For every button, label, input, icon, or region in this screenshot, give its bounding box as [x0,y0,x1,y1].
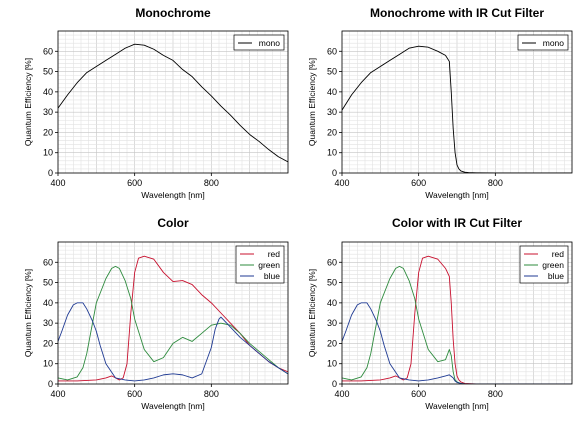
y-tick-label: 10 [43,148,53,158]
chart-panel-4: Color with IR Cut Filter 400 600 800 0 10 20 30… [307,216,573,411]
y-tick-label: 30 [327,107,337,117]
y-tick-label: 10 [327,148,337,158]
y-tick-label: 60 [43,46,53,56]
legend-label-red: red [268,249,281,259]
x-tick-label: 800 [488,178,503,188]
x-tick-label: 600 [411,178,426,188]
legend-label-green: green [258,260,280,270]
chart-title: Monochrome with IR Cut Filter [370,6,544,20]
y-tick-label: 50 [43,278,53,288]
x-tick-label: 400 [334,178,349,188]
y-axis-label: Quantum Efficiency [%] [307,269,317,357]
x-axis-label: Wavelength [nm] [425,401,488,411]
x-axis-label: Wavelength [nm] [141,401,204,411]
y-axis-label: Quantum Efficiency [%] [23,269,33,357]
y-tick-label: 20 [327,127,337,137]
y-tick-label: 0 [332,379,337,389]
legend-label-mono: mono [543,38,565,48]
chart-title: Color with IR Cut Filter [392,216,522,230]
y-tick-label: 60 [327,46,337,56]
y-tick-label: 10 [43,359,53,369]
plot-frame [57,30,289,174]
legend: mono [517,34,569,51]
chart-panel-3: Color 400 600 800 0 10 20 30 40 50 60 Wavelength [n… [23,216,289,411]
x-tick-label: 800 [204,178,219,188]
series-line-green [58,265,288,381]
legend-label-blue: blue [548,271,564,281]
y-tick-label: 20 [43,127,53,137]
y-tick-label: 60 [327,257,337,267]
legend-box [233,34,285,51]
y-tick-label: 50 [327,278,337,288]
y-tick-label: 0 [48,168,53,178]
y-axis-label: Quantum Efficiency [%] [23,58,33,146]
y-tick-label: 40 [43,298,53,308]
legend-label-green: green [542,260,564,270]
legend-label-mono: mono [259,38,281,48]
y-tick-label: 30 [43,318,53,328]
chart-title: Monochrome [135,6,211,20]
x-tick-label: 400 [50,389,65,399]
x-axis-label: Wavelength [nm] [141,190,204,200]
y-tick-label: 30 [327,318,337,328]
legend-label-blue: blue [264,271,280,281]
chart-title: Color [157,216,189,230]
series-line-red [58,255,288,382]
y-tick-label: 20 [43,338,53,348]
plot-frame [341,30,573,174]
plot-frame [57,241,289,385]
y-tick-label: 20 [327,338,337,348]
y-tick-label: 50 [327,67,337,77]
x-tick-label: 600 [127,389,142,399]
chart-panel-1: Monochrome 400 600 800 0 10 20 30 40 50 60 Waveleng… [23,6,289,200]
chart-panel-2: Monochrome with IR Cut Filter 400 600 800 0 1… [307,6,573,200]
x-axis-label: Wavelength [nm] [425,190,488,200]
plot-frame [341,241,573,385]
series-line-blue [58,302,288,382]
y-tick-label: 0 [332,168,337,178]
legend: mono [233,34,285,51]
y-tick-label: 0 [48,379,53,389]
y-tick-label: 40 [327,298,337,308]
y-tick-label: 60 [43,257,53,267]
y-tick-label: 40 [43,87,53,97]
series-line-red [342,255,572,384]
y-tick-label: 10 [327,359,337,369]
x-tick-label: 600 [127,178,142,188]
y-tick-label: 40 [327,87,337,97]
x-tick-label: 800 [488,389,503,399]
x-tick-label: 800 [204,389,219,399]
legend-label-red: red [552,249,565,259]
y-tick-label: 50 [43,67,53,77]
x-tick-label: 600 [411,389,426,399]
x-tick-label: 400 [50,178,65,188]
y-axis-label: Quantum Efficiency [%] [307,58,317,146]
x-tick-label: 400 [334,389,349,399]
series-line-mono [58,43,288,163]
legend-box [517,34,569,51]
y-tick-label: 30 [43,107,53,117]
